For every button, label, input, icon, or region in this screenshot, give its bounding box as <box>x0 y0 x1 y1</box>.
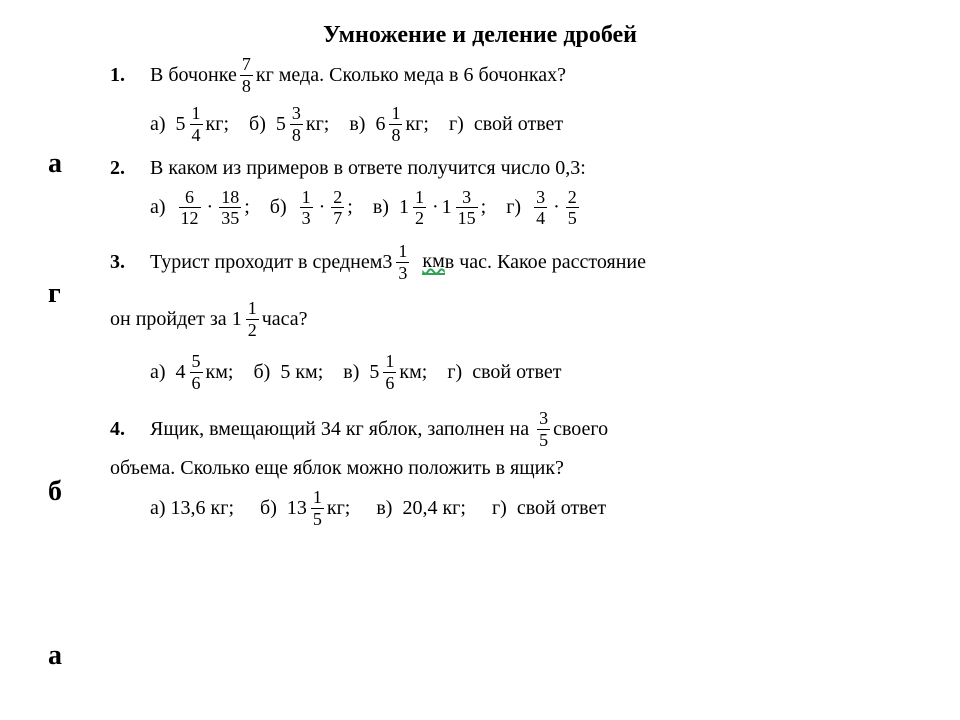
q3-answers: а) 4 56 км; б) 5 км; в) 5 16 км; г) свой… <box>110 352 960 393</box>
q2-number: 2. <box>110 157 150 180</box>
side-answer-q2: г <box>48 278 61 310</box>
q1-number: 1. <box>110 64 150 87</box>
q2-prompt: 2. В каком из примеров в ответе получитс… <box>110 157 960 180</box>
q2-opt-d: г) 34 · 25 <box>506 188 582 229</box>
q1-prompt: 1. В бочонке 7 8 кг меда. Сколько меда в… <box>110 55 960 96</box>
q2-text: В каком из примеров в ответе получится ч… <box>150 157 586 180</box>
q4-text-a: Ящик, вмещающий 34 кг яблок, заполнен на <box>150 418 529 441</box>
q1-answers: а) 5 14 кг; б) 5 38 кг; в) 6 18 кг; г) с… <box>110 104 960 145</box>
q4-text-b: своего <box>553 418 608 441</box>
q4-text-c: объема. Сколько еще яблок можно положить… <box>110 457 564 480</box>
q3-opt-b: б) 5 км; <box>253 361 323 384</box>
q4-prompt-line2: объема. Сколько еще яблок можно положить… <box>110 457 960 480</box>
q4-fraction: 35 <box>537 409 550 450</box>
q3-number: 3. <box>110 251 150 274</box>
q2-opt-a: а) 612 · 1835 ; <box>150 188 250 229</box>
q3-mixed-2: 1 12 <box>232 299 262 340</box>
q1-opt-a: а) 5 14 кг; <box>150 104 229 145</box>
q3-text-d: он пройдет за <box>110 308 227 331</box>
q2-opt-b: б) 13 · 27 ; <box>270 188 353 229</box>
q3-prompt-line2: он пройдет за 1 12 часа? <box>110 299 960 340</box>
content: 1. В бочонке 7 8 кг меда. Сколько меда в… <box>110 55 960 529</box>
side-answer-q4: а <box>48 640 62 672</box>
q1-text-b: кг меда. Сколько меда в 6 бочонках? <box>256 64 566 87</box>
page-title: Умножение и деление дробей <box>0 0 960 55</box>
side-answer-q1: а <box>48 148 62 180</box>
q1-opt-d: г) свой ответ <box>449 113 563 136</box>
q4-answers: а) 13,6 кг; б) 13 15 кг; в) 20,4 кг; г) … <box>110 488 960 529</box>
q4-opt-a: а) 13,6 кг; <box>150 497 234 520</box>
q3-opt-d: г) свой ответ <box>447 361 561 384</box>
q1-text-a: В бочонке <box>150 64 237 87</box>
q3-text-c: в час. Какое расстояние <box>445 251 646 274</box>
q4-number: 4. <box>110 418 150 441</box>
q4-opt-c: в) 20,4 кг; <box>376 497 466 520</box>
q3-km-squiggle: км <box>422 250 444 275</box>
q1-opt-c: в) 6 18 кг; <box>349 104 429 145</box>
q1-fraction: 7 8 <box>240 55 253 96</box>
q4-opt-d: г) свой ответ <box>492 497 606 520</box>
q4-opt-b: б) 13 15 кг; <box>260 488 350 529</box>
q2-answers: а) 612 · 1835 ; б) 13 · 27 ; в) 1 12 · 1… <box>110 188 960 229</box>
q3-mixed-1: 3 13 <box>382 242 412 283</box>
q3-text-a: Турист проходит в среднем <box>150 251 382 274</box>
q2-opt-c: в) 1 12 · 1 315 ; <box>373 188 486 229</box>
q3-opt-a: а) 4 56 км; <box>150 352 233 393</box>
q3-opt-c: в) 5 16 км; <box>343 352 427 393</box>
q4-prompt-line1: 4. Ящик, вмещающий 34 кг яблок, заполнен… <box>110 409 960 450</box>
q3-prompt-line1: 3. Турист проходит в среднем 3 13 км в ч… <box>110 242 960 283</box>
side-answer-q3: б <box>48 476 62 508</box>
q1-opt-b: б) 5 38 кг; <box>249 104 329 145</box>
q3-text-e: часа? <box>262 308 308 331</box>
